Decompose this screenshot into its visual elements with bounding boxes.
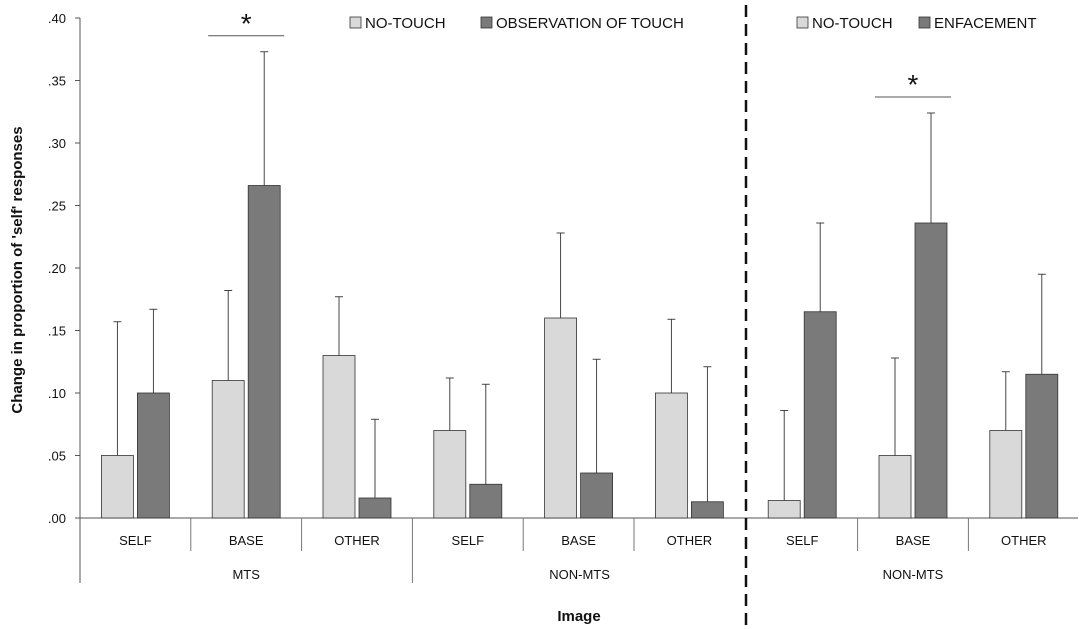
axes: .00 .05 .10 .15 .20 .25 .30 .35 .40 SELF BASE OTHER… <box>48 5 1078 625</box>
x-tick-label: BASE <box>896 533 931 548</box>
y-tick-label: .15 <box>48 324 66 339</box>
bar <box>1025 373 1059 519</box>
bar <box>358 497 392 519</box>
bar <box>469 483 503 519</box>
bar <box>878 455 912 519</box>
significance-marker: * <box>908 69 919 100</box>
bar <box>691 501 724 519</box>
bar <box>767 500 801 519</box>
x-tick-label: OTHER <box>1001 533 1047 548</box>
legend-swatch <box>796 16 809 29</box>
legend-label: NO-TOUCH <box>812 15 893 32</box>
bar <box>101 455 134 519</box>
bar <box>544 317 577 519</box>
y-axis-label: Change in proportion of 'self' responses <box>9 126 26 413</box>
legend-swatch <box>480 16 493 29</box>
legend-swatch <box>349 16 362 29</box>
y-tick-label: .35 <box>48 74 66 89</box>
significance-marker: * <box>241 8 252 39</box>
x-tick-label: SELF <box>452 533 485 548</box>
bar <box>914 222 948 519</box>
legend-swatch <box>918 16 931 29</box>
x-group-label: NON-MTS <box>549 567 610 582</box>
bar <box>211 380 245 519</box>
axis-labels: Change in proportion of 'self' responses… <box>9 126 601 625</box>
x-tick-label: BASE <box>561 533 596 548</box>
x-group-label: NON-MTS <box>883 567 944 582</box>
legend-label: NO-TOUCH <box>365 15 446 32</box>
y-tick-label: .30 <box>48 136 66 151</box>
y-tick-label: .05 <box>48 449 66 464</box>
x-tick-label: OTHER <box>667 533 713 548</box>
bar <box>322 355 356 519</box>
x-tick-label: SELF <box>119 533 152 548</box>
bar <box>136 392 170 519</box>
bar <box>655 392 688 519</box>
y-tick-label: .00 <box>48 511 66 526</box>
legends: NO-TOUCH OBSERVATION OF TOUCH NO-TOUCH ENFA… <box>349 15 1037 32</box>
y-tick-label: .20 <box>48 261 66 276</box>
legend-label: OBSERVATION OF TOUCH <box>496 15 684 32</box>
y-tick-label: .40 <box>48 11 66 26</box>
bar <box>433 430 467 519</box>
bar <box>989 430 1023 519</box>
y-tick-label: .10 <box>48 386 66 401</box>
legend-label: ENFACEMENT <box>934 15 1037 32</box>
bar <box>580 472 613 519</box>
bar <box>803 311 837 519</box>
x-tick-label: OTHER <box>334 533 380 548</box>
x-tick-label: SELF <box>786 533 819 548</box>
x-group-label: MTS <box>232 567 260 582</box>
y-tick-label: .25 <box>48 199 66 214</box>
bars: ** <box>101 8 1059 519</box>
x-axis-label: Image <box>557 608 600 625</box>
x-tick-label: BASE <box>229 533 264 548</box>
bar <box>247 185 281 519</box>
